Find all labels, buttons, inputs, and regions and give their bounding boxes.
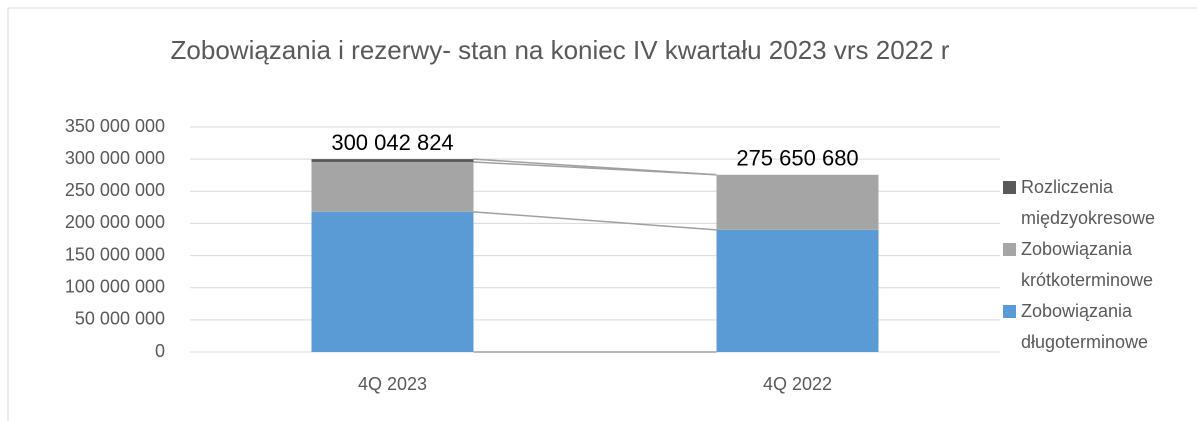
total-label: 300 042 824 [331,130,453,155]
legend-swatch [1003,243,1016,256]
y-tick-label: 350 000 000 [65,116,165,136]
bar-segment [311,161,474,212]
y-tick-label: 0 [155,341,165,361]
y-tick-label: 200 000 000 [65,212,165,232]
chart-title: Zobowiązania i rezerwy- stan na koniec I… [171,35,950,65]
series-line [473,158,717,176]
total-label: 275 650 680 [736,146,858,171]
y-tick-label: 300 000 000 [65,148,165,168]
legend-label: Zobowiązania krótkoterminowe [1021,239,1154,290]
legend-swatch [1003,181,1016,194]
category-label: 4Q 2023 [358,374,427,394]
legend-swatch [1003,305,1016,318]
y-tick-label: 100 000 000 [65,276,165,296]
y-tick-label: 50 000 000 [75,309,165,329]
legend: Zobowiązania długoterminowe Zobowiązania … [1003,172,1195,358]
legend-entry: Zobowiązania długoterminowe [1003,296,1195,358]
bar-segment [716,229,879,352]
y-tick-label: 250 000 000 [65,180,165,200]
bar-segment [311,159,474,162]
bar-segment [716,174,879,230]
legend-label: Zobowiązania długoterminowe [1021,301,1149,352]
legend-entry: Zobowiązania krótkoterminowe [1003,234,1195,296]
y-tick-label: 150 000 000 [65,244,165,264]
bar-segment [311,211,474,352]
category-label: 4Q 2022 [763,374,832,394]
legend-entry: Rozliczenia międzyokresowe [1003,172,1195,234]
legend-label: Rozliczenia międzyokresowe [1021,177,1156,228]
series-line [473,211,717,231]
